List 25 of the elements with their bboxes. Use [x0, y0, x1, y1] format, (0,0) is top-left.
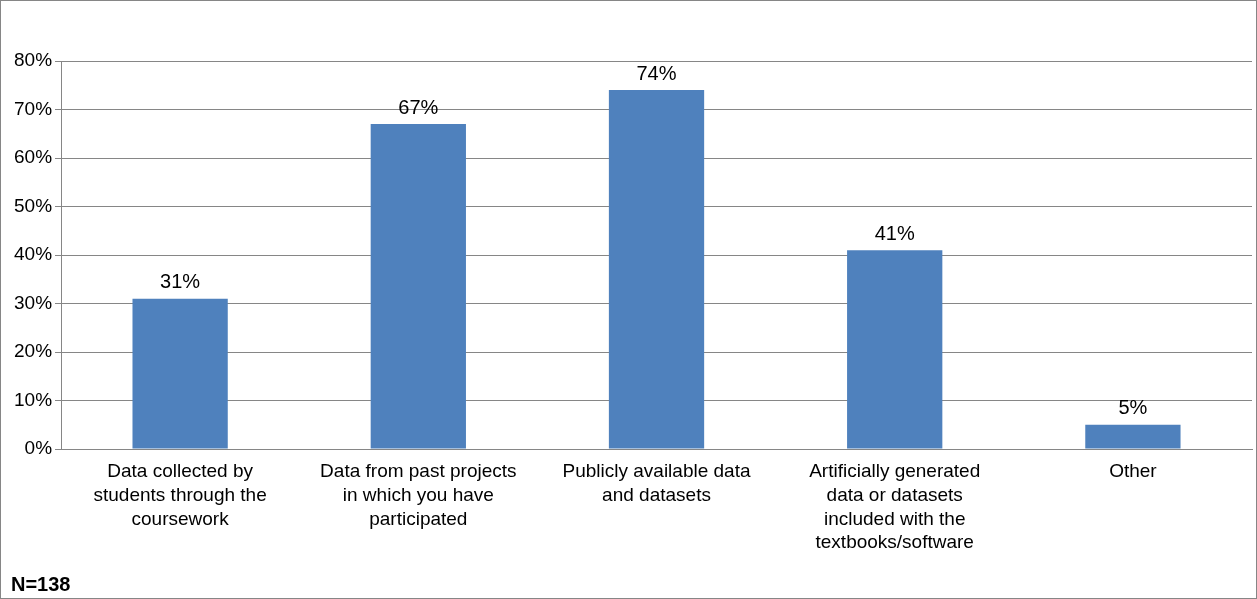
- bar: [847, 250, 943, 449]
- x-tick-label: Other: [1109, 460, 1158, 482]
- data-label: 41%: [874, 221, 915, 244]
- x-tick-label: Artificially generated data or datasets included with the textbooks/software: [809, 460, 981, 553]
- data-label: 31%: [160, 270, 201, 293]
- y-tick-label: 60%: [14, 146, 53, 168]
- bar: [370, 124, 466, 449]
- y-tick-label: 20%: [14, 340, 53, 362]
- y-tick-label: 30%: [14, 291, 53, 313]
- text: N=138: [11, 573, 71, 596]
- x-tick-label: Data collected by students through the coursework: [93, 460, 267, 529]
- data-label: 67%: [398, 95, 439, 118]
- y-tick-label: 0%: [24, 437, 53, 459]
- data-label: 5%: [1118, 396, 1148, 419]
- bar: [608, 90, 705, 449]
- y-tick-label: 50%: [14, 194, 53, 216]
- y-tick-label: 10%: [14, 388, 53, 410]
- y-tick-label: 40%: [14, 243, 53, 265]
- bar: [132, 298, 228, 449]
- bar: [1085, 424, 1181, 449]
- data-label: 74%: [636, 61, 677, 84]
- y-tick-label: 70%: [14, 97, 53, 119]
- x-tick-label: Data from past projects in which you have participated: [320, 460, 517, 529]
- y-tick-label: 80%: [14, 49, 53, 71]
- x-tick-label: Publicly available data and datasets: [562, 460, 751, 505]
